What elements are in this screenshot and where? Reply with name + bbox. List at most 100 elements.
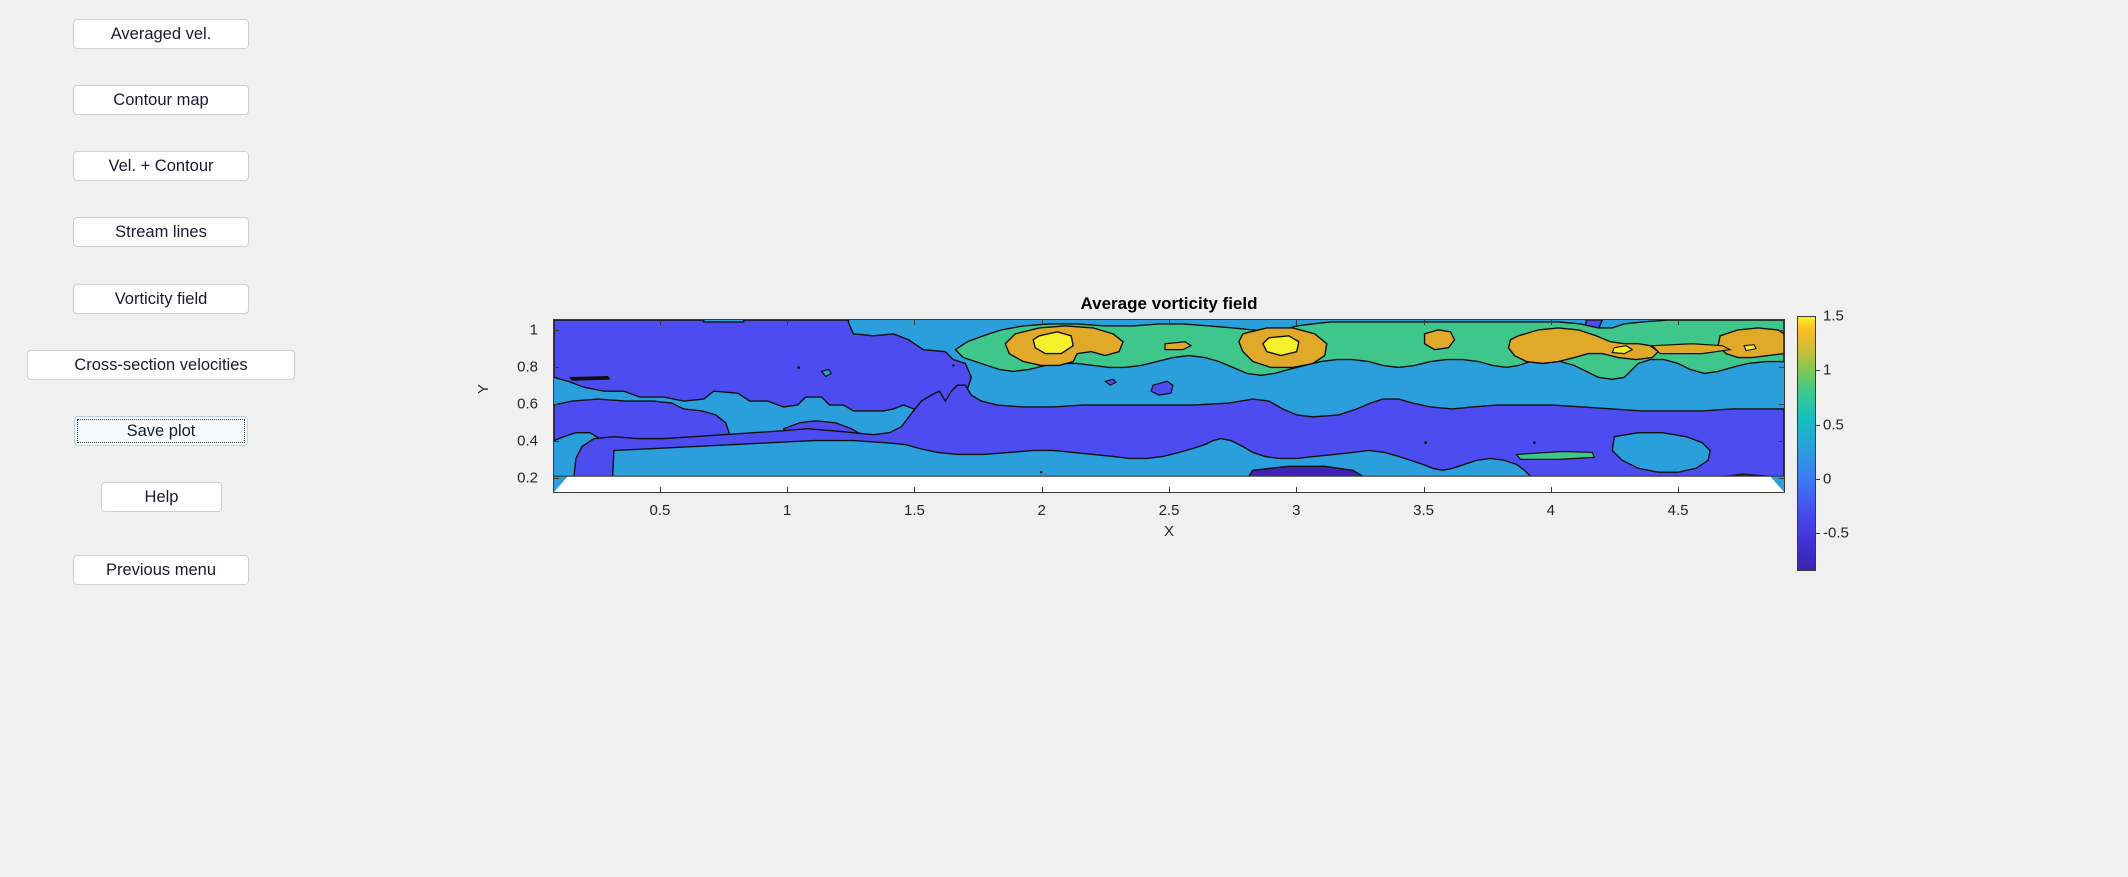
x-tick-mark: [1550, 487, 1552, 493]
colorbar-tick-label: 1.5: [1823, 307, 1844, 325]
y-tick-mark: [1779, 367, 1785, 369]
contour-band-negative-upper-left: [554, 320, 973, 412]
contour-peak-yellow-b: [1261, 335, 1300, 357]
colorbar-tick-label: 1: [1823, 361, 1832, 379]
y-tick-mark: [1779, 478, 1785, 480]
x-tick-label: 1.5: [904, 502, 925, 519]
contour-filament-orange: [1164, 341, 1193, 351]
x-tick-label: 3: [1292, 502, 1301, 519]
colorbar-tick-mark: [1816, 370, 1820, 372]
contour-islet-a: [820, 368, 833, 378]
colorbar-tick-label: -0.5: [1823, 524, 1849, 542]
x-tick-label: 4.5: [1667, 502, 1689, 519]
contour-dot-d: [1533, 441, 1536, 444]
help-button[interactable]: Help: [101, 482, 222, 512]
cross-section-velocities-button[interactable]: Cross-section velocities: [27, 350, 295, 380]
button-label: Averaged vel.: [110, 24, 212, 43]
vel-plus-contour-button[interactable]: Vel. + Contour: [73, 151, 249, 181]
x-tick-label: 2: [1037, 502, 1046, 519]
contour-dot-c: [1424, 441, 1427, 444]
x-axis-label: X: [1163, 523, 1174, 540]
x-tick-mark: [1550, 319, 1552, 325]
contour-sliver-left: [569, 375, 611, 381]
x-tick-mark: [1169, 319, 1170, 325]
x-tick-mark: [1678, 487, 1680, 493]
x-tick-mark: [1169, 487, 1170, 493]
x-tick-mark: [1296, 319, 1298, 325]
y-tick-mark: [1779, 404, 1785, 406]
x-tick-mark: [659, 487, 661, 493]
colorbar-gradient: [1797, 316, 1816, 571]
x-tick-mark: [659, 319, 661, 325]
button-label: Help: [144, 487, 179, 506]
save-plot-button[interactable]: Save plot: [74, 416, 248, 446]
contour-peak-yellow-d: [1743, 344, 1757, 352]
x-tick-label: 3.5: [1413, 502, 1434, 519]
colorbar-tick-label: 0.5: [1823, 416, 1844, 433]
y-tick-mark: [1779, 441, 1785, 443]
x-tick-label: 0.5: [649, 502, 671, 519]
previous-menu-button[interactable]: Previous menu: [73, 555, 249, 585]
stream-lines-button[interactable]: Stream lines: [73, 217, 249, 247]
y-tick-label: 0.6: [517, 395, 538, 413]
x-tick-label: 4: [1546, 502, 1555, 519]
y-tick-mark: [553, 367, 559, 369]
contour-core-positive-c: [1423, 329, 1456, 351]
y-axis-label: Y: [475, 383, 492, 394]
vorticity-figure: Average vorticity field: [475, 280, 1900, 610]
contour-dot-a: [797, 366, 800, 369]
x-tick-mark: [914, 487, 916, 493]
x-tick-mark: [1041, 319, 1043, 325]
contour-patch-lower-right: [1611, 431, 1711, 473]
button-label: Save plot: [126, 421, 196, 440]
contour-plot-axes: [553, 319, 1785, 493]
x-tick-label: 2.5: [1158, 502, 1180, 519]
y-tick-mark: [553, 441, 559, 443]
x-tick-mark: [1423, 319, 1425, 325]
y-tick-label: 0.2: [517, 469, 538, 487]
contour-plot-canvas: [554, 320, 1784, 492]
y-tick-mark: [553, 330, 559, 332]
y-tick-mark: [553, 478, 559, 480]
contour-dot-e: [1040, 471, 1043, 474]
white-band-corner-left: [554, 476, 568, 492]
contour-filament-green: [1515, 450, 1596, 460]
page-title: Average vorticity field: [1080, 294, 1258, 313]
vorticity-field-button[interactable]: Vorticity field: [73, 284, 249, 314]
x-tick-mark: [787, 319, 789, 325]
contour-micro-blob-b: [1103, 378, 1118, 386]
contour-micro-blob-a: [1150, 380, 1174, 396]
contour-peak-yellow-c: [1611, 345, 1634, 355]
contour-core-positive-e: [1717, 327, 1784, 359]
y-tick-mark: [553, 404, 559, 406]
colorbar-tick-mark: [1816, 533, 1820, 535]
button-label: Cross-section velocities: [74, 355, 248, 374]
colorbar-tick-mark: [1816, 478, 1820, 480]
x-tick-mark: [1678, 319, 1680, 325]
averaged-vel-button[interactable]: Averaged vel.: [73, 19, 249, 49]
plot-white-band: [554, 476, 1784, 492]
x-tick-mark: [787, 487, 789, 493]
colorbar-tick-mark: [1816, 424, 1820, 426]
button-panel: Averaged vel. Contour map Vel. + Contour St…: [0, 0, 420, 877]
button-label: Stream lines: [115, 222, 207, 241]
x-tick-label: 1: [783, 502, 792, 519]
colorbar: -0.5 0 0.5 1 1.5: [1797, 308, 1897, 574]
contour-core-positive-d: [1507, 327, 1660, 365]
x-tick-mark: [914, 319, 916, 325]
y-tick-label: 0.4: [517, 432, 538, 450]
contour-peak-yellow-a: [1032, 331, 1074, 355]
button-label: Previous menu: [105, 560, 217, 579]
y-tick-label: 1: [529, 321, 538, 339]
x-tick-mark: [1423, 487, 1425, 493]
contour-map-button[interactable]: Contour map: [73, 85, 249, 115]
x-tick-mark: [1041, 487, 1043, 493]
button-label: Vel. + Contour: [108, 156, 214, 175]
colorbar-tick-label: 0: [1823, 470, 1832, 488]
x-tick-mark: [1296, 487, 1298, 493]
contour-dot-b: [952, 364, 955, 367]
y-tick-mark: [1779, 330, 1785, 332]
button-label: Contour map: [113, 90, 209, 109]
button-label: Vorticity field: [114, 289, 208, 308]
contour-tongue-orange: [1650, 343, 1733, 355]
